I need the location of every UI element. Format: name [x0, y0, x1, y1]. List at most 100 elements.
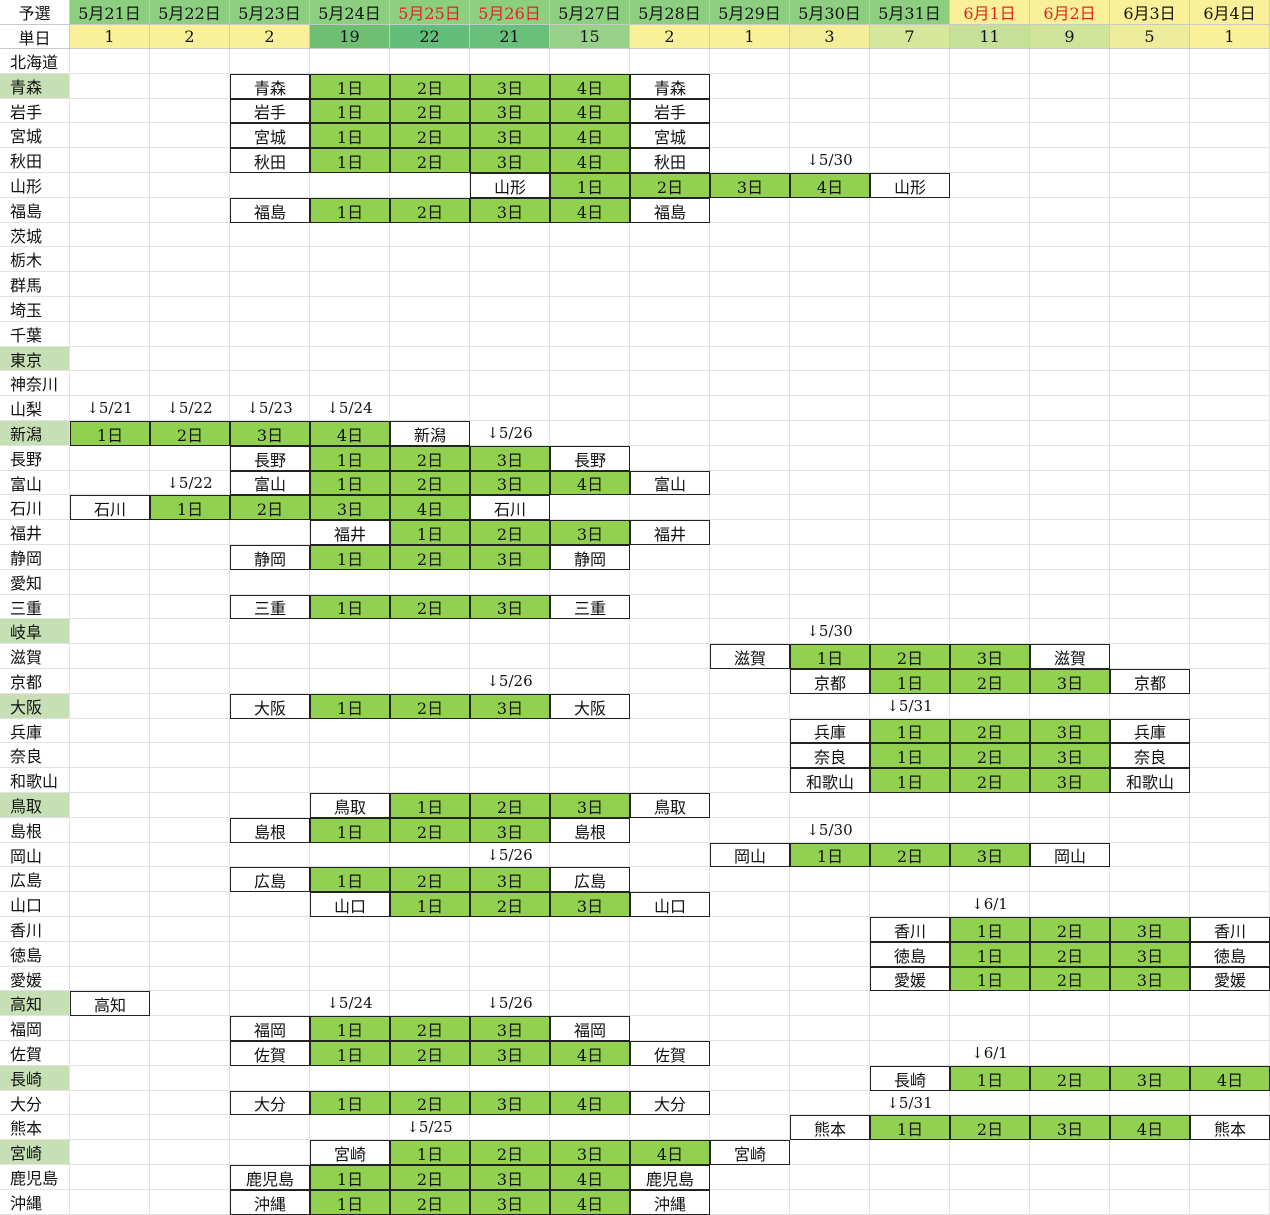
- grid-cell: [870, 148, 950, 173]
- prefecture-label: 奈良: [0, 743, 70, 768]
- grid-cell: [790, 793, 870, 818]
- grid-cell: [150, 768, 230, 793]
- grid-cell: [710, 1091, 790, 1115]
- venue-cell: 京都: [790, 669, 870, 694]
- venue-cell: 沖縄: [230, 1190, 310, 1215]
- prefecture-label: 茨城: [0, 223, 70, 247]
- grid-cell: [310, 570, 390, 595]
- grid-cell: [390, 719, 470, 743]
- grid-cell: [710, 198, 790, 223]
- venue-cell: 鳥取: [310, 793, 390, 818]
- match-day-cell: 2日: [470, 520, 550, 545]
- grid-cell: [1110, 471, 1190, 495]
- venue-cell: 広島: [230, 867, 310, 892]
- match-day-cell: 2日: [1030, 1066, 1110, 1091]
- grid-cell: [630, 570, 710, 595]
- grid-cell: [230, 272, 310, 297]
- match-day-cell: 2日: [390, 694, 470, 719]
- venue-cell: 宮崎: [710, 1140, 790, 1165]
- grid-cell: [470, 396, 550, 421]
- grid-cell: [710, 867, 790, 892]
- grid-cell: [790, 99, 870, 123]
- venue-cell: 秋田: [630, 148, 710, 173]
- grid-cell: [870, 371, 950, 396]
- match-day-cell: 1日: [790, 644, 870, 669]
- grid-cell: [1190, 223, 1270, 247]
- grid-cell: [630, 247, 710, 272]
- grid-cell: [1110, 198, 1190, 223]
- grid-cell: [1030, 694, 1110, 719]
- grid-cell: [1190, 347, 1270, 371]
- grid-cell: [550, 272, 630, 297]
- start-date-note: ↓5/24: [310, 991, 390, 1016]
- grid-cell: [390, 570, 470, 595]
- grid-cell: [70, 644, 150, 669]
- grid-cell: [870, 1190, 950, 1215]
- grid-cell: [950, 123, 1030, 148]
- venue-cell: 長崎: [870, 1066, 950, 1091]
- day-count: 11: [950, 25, 1030, 49]
- grid-cell: [1110, 1091, 1190, 1115]
- venue-cell: 福岡: [230, 1016, 310, 1041]
- grid-cell: [310, 297, 390, 322]
- grid-cell: [1190, 297, 1270, 322]
- grid-cell: [950, 247, 1030, 272]
- prefecture-label: 兵庫: [0, 719, 70, 743]
- grid-cell: [1190, 867, 1270, 892]
- match-day-cell: 1日: [870, 1115, 950, 1140]
- grid-cell: [1190, 471, 1270, 495]
- match-day-cell: 4日: [550, 148, 630, 173]
- grid-cell: [150, 917, 230, 942]
- grid-cell: [950, 99, 1030, 123]
- match-day-cell: 1日: [950, 967, 1030, 991]
- grid-cell: [950, 595, 1030, 619]
- grid-cell: [1190, 818, 1270, 843]
- grid-cell: [1190, 520, 1270, 545]
- match-day-cell: 3日: [1030, 669, 1110, 694]
- grid-cell: [1030, 991, 1110, 1016]
- grid-cell: [950, 1091, 1030, 1115]
- grid-cell: [470, 297, 550, 322]
- grid-cell: [630, 49, 710, 74]
- prefecture-label: 三重: [0, 595, 70, 619]
- prefecture-label: 埼玉: [0, 297, 70, 322]
- grid-cell: [1110, 1140, 1190, 1165]
- grid-cell: [1110, 99, 1190, 123]
- grid-cell: [710, 1041, 790, 1066]
- match-day-cell: 3日: [550, 892, 630, 917]
- grid-cell: [150, 843, 230, 867]
- start-date-note: ↓5/30: [790, 818, 870, 843]
- match-day-cell: 1日: [310, 1016, 390, 1041]
- match-day-cell: 3日: [470, 198, 550, 223]
- match-day-cell: 1日: [310, 74, 390, 99]
- prefecture-label: 群馬: [0, 272, 70, 297]
- grid-cell: [310, 49, 390, 74]
- venue-cell: 岩手: [630, 99, 710, 123]
- grid-cell: [1110, 123, 1190, 148]
- grid-cell: [710, 371, 790, 396]
- grid-cell: [790, 421, 870, 446]
- grid-cell: [1190, 1041, 1270, 1066]
- match-day-cell: 4日: [550, 1165, 630, 1190]
- grid-cell: [790, 1016, 870, 1041]
- match-day-cell: 3日: [230, 421, 310, 446]
- grid-cell: [310, 272, 390, 297]
- prefecture-label: 福岡: [0, 1016, 70, 1041]
- grid-cell: [1110, 619, 1190, 644]
- match-day-cell: 4日: [550, 123, 630, 148]
- venue-cell: 和歌山: [790, 768, 870, 793]
- venue-cell: 大分: [230, 1091, 310, 1115]
- grid-cell: [1110, 793, 1190, 818]
- day-count: 3: [790, 25, 870, 49]
- date-header: 5月27日: [550, 0, 630, 25]
- grid-cell: [870, 495, 950, 520]
- grid-cell: [150, 223, 230, 247]
- grid-cell: [630, 942, 710, 967]
- grid-cell: [710, 247, 790, 272]
- prefecture-label: 山梨: [0, 396, 70, 421]
- grid-cell: [70, 793, 150, 818]
- grid-cell: [550, 1115, 630, 1140]
- grid-cell: [70, 545, 150, 570]
- grid-cell: [550, 223, 630, 247]
- grid-cell: [870, 892, 950, 917]
